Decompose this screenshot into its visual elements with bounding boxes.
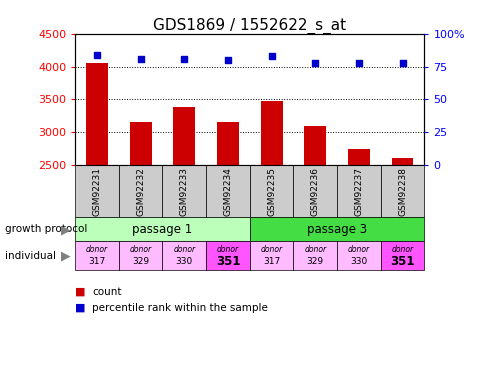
- Text: growth protocol: growth protocol: [5, 224, 87, 234]
- Point: [180, 56, 188, 62]
- Point: [354, 60, 362, 66]
- Text: GSM92234: GSM92234: [223, 167, 232, 216]
- Text: individual: individual: [5, 251, 56, 261]
- Text: 330: 330: [349, 258, 367, 267]
- Text: GSM92233: GSM92233: [180, 167, 188, 216]
- Bar: [75, 217, 249, 242]
- Text: donor: donor: [391, 245, 413, 254]
- Bar: [260, 101, 282, 165]
- Bar: [347, 148, 369, 165]
- Bar: [119, 242, 162, 270]
- Text: passage 1: passage 1: [132, 223, 192, 236]
- Text: ■: ■: [75, 287, 86, 297]
- Text: passage 3: passage 3: [306, 223, 366, 236]
- Text: donor: donor: [173, 245, 195, 254]
- Bar: [206, 242, 249, 270]
- Text: count: count: [92, 287, 121, 297]
- Bar: [249, 165, 293, 218]
- Text: donor: donor: [129, 245, 151, 254]
- Text: GSM92231: GSM92231: [92, 167, 101, 216]
- Bar: [86, 63, 107, 165]
- Title: GDS1869 / 1552622_s_at: GDS1869 / 1552622_s_at: [153, 18, 346, 34]
- Text: donor: donor: [347, 245, 369, 254]
- Bar: [75, 165, 119, 218]
- Text: GSM92238: GSM92238: [397, 167, 406, 216]
- Text: 329: 329: [132, 258, 149, 267]
- Text: 351: 351: [215, 255, 240, 268]
- Text: 330: 330: [175, 258, 193, 267]
- Bar: [391, 158, 412, 165]
- Point: [267, 53, 275, 59]
- Text: 317: 317: [88, 258, 106, 267]
- Bar: [304, 126, 325, 165]
- Text: percentile rank within the sample: percentile rank within the sample: [92, 303, 268, 313]
- Text: 329: 329: [306, 258, 323, 267]
- Text: ▶: ▶: [60, 223, 70, 236]
- Text: ■: ■: [75, 303, 86, 313]
- Point: [224, 57, 231, 63]
- Text: GSM92235: GSM92235: [267, 167, 275, 216]
- Bar: [249, 217, 424, 242]
- Text: donor: donor: [303, 245, 326, 254]
- Text: GSM92237: GSM92237: [354, 167, 363, 216]
- Point: [136, 56, 144, 62]
- Bar: [293, 165, 336, 218]
- Bar: [75, 242, 119, 270]
- Bar: [206, 165, 249, 218]
- Text: 317: 317: [262, 258, 280, 267]
- Point: [311, 60, 318, 66]
- Bar: [162, 242, 206, 270]
- Text: donor: donor: [86, 245, 108, 254]
- Bar: [216, 122, 238, 165]
- Bar: [293, 242, 336, 270]
- Bar: [119, 165, 162, 218]
- Bar: [162, 165, 206, 218]
- Bar: [336, 242, 380, 270]
- Bar: [173, 107, 195, 165]
- Bar: [336, 165, 380, 218]
- Text: 351: 351: [390, 255, 414, 268]
- Text: donor: donor: [260, 245, 282, 254]
- Bar: [249, 242, 293, 270]
- Bar: [380, 165, 424, 218]
- Text: ▶: ▶: [60, 249, 70, 262]
- Text: donor: donor: [216, 245, 239, 254]
- Point: [93, 52, 101, 58]
- Point: [398, 60, 406, 66]
- Text: GSM92232: GSM92232: [136, 167, 145, 216]
- Bar: [130, 122, 151, 165]
- Text: GSM92236: GSM92236: [310, 167, 319, 216]
- Bar: [380, 242, 424, 270]
